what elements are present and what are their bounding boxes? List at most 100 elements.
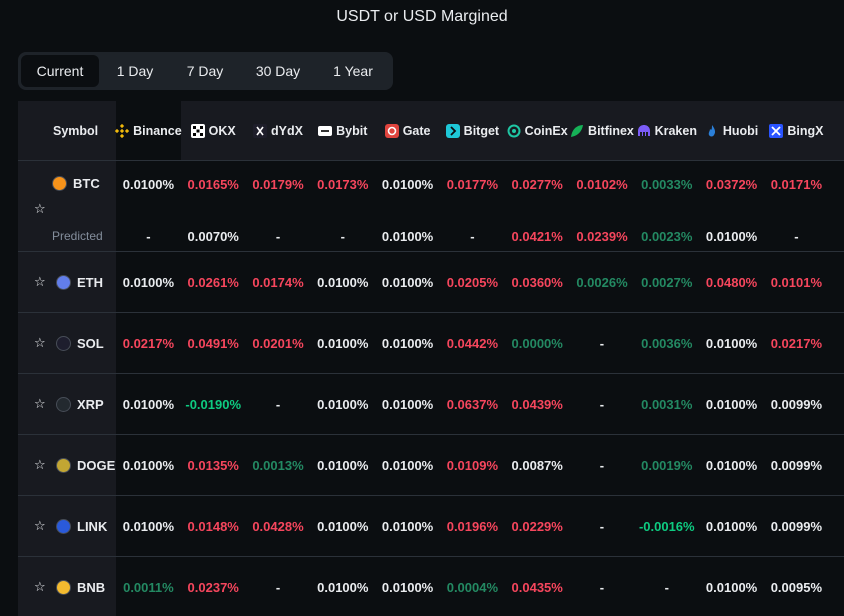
symbol-cell: BTC ☆ Predicted [18, 161, 116, 251]
funding-rate: 0.0439% [511, 396, 563, 412]
funding-rate: 0.0100% [705, 518, 758, 534]
exchange-label: OKX [208, 123, 236, 138]
rate-cell: 0.0237% [181, 557, 246, 616]
table-row[interactable]: ☆ DOGE 0.0100% 0.0135% 0.0013% 0.0100% 0.0100%… [18, 435, 844, 496]
exchange-header-kraken: Kraken [637, 124, 697, 138]
table-row[interactable]: ☆ ETH 0.0100% 0.0261% 0.0174% 0.0100% 0.0100% 0… [18, 252, 844, 313]
table-row[interactable]: ☆ LINK 0.0100% 0.0148% 0.0428% 0.0100% 0.0100%… [18, 496, 844, 557]
tab-current[interactable]: Current [21, 55, 99, 87]
funding-rate: 0.0135% [187, 457, 239, 473]
rate-cell: - [246, 374, 311, 434]
funding-rate: 0.0442% [446, 335, 499, 351]
tab-30-day[interactable]: 30 Day [255, 63, 301, 79]
rate-cell: 0.0196% [440, 496, 505, 556]
rate-cell: 0.0031% [634, 374, 699, 434]
bybit-icon [318, 125, 333, 136]
rate-cell: 0.0261% [181, 252, 246, 312]
symbol-cell: ☆ SOL [18, 313, 116, 373]
table-row[interactable]: ☆ BNB 0.0011% 0.0237% - 0.0100% 0.0100% 0.0004%… [18, 557, 844, 616]
dydx-icon [253, 123, 268, 138]
rate-cell: - [570, 374, 635, 434]
tab-7-day[interactable]: 7 Day [186, 63, 224, 79]
predicted-rate: 0.0070% [187, 229, 239, 244]
exchange-header-gate: Gate [384, 123, 430, 138]
funding-rate: 0.0435% [511, 579, 563, 595]
star-icon[interactable]: ☆ [34, 518, 46, 533]
exchange-label: Bybit [336, 123, 368, 138]
bitget-icon [445, 123, 460, 138]
funding-rate: 0.0100% [381, 579, 434, 595]
rate-cell: 0.0174% [246, 252, 311, 312]
symbol-label: BTC [73, 176, 100, 191]
exchange-label: dYdX [271, 123, 303, 138]
funding-rate: 0.0177% [446, 177, 499, 192]
funding-rate: 0.0100% [381, 177, 434, 192]
rate-cell: 0.0372% 0.0100% [699, 161, 764, 251]
table-header: Symbol Binance OKX dYdX Bybit Gate Bitge… [18, 101, 844, 161]
symbol-header[interactable]: Symbol [18, 101, 116, 160]
funding-rate: 0.0100% [381, 518, 434, 534]
predicted-rate: 0.0421% [511, 229, 563, 244]
coin-icon [56, 335, 71, 351]
funding-rate: 0.0165% [187, 177, 239, 192]
rate-cell: 0.0277% 0.0421% [505, 161, 570, 251]
predicted-label: Predicted [52, 229, 103, 243]
rate-cell: 0.0148% [181, 496, 246, 556]
funding-rate: 0.0100% [381, 396, 434, 412]
star-icon[interactable]: ☆ [34, 457, 46, 472]
rate-cell: -0.0016% [634, 496, 699, 556]
symbol-cell: ☆ DOGE [18, 435, 116, 495]
rate-cell: 0.0165% 0.0070% [181, 161, 246, 251]
star-icon[interactable]: ☆ [34, 579, 46, 594]
star-icon[interactable]: ☆ [34, 335, 46, 350]
rate-cell: 0.0100% [310, 252, 375, 312]
table-row[interactable]: ☆ SOL 0.0217% 0.0491% 0.0201% 0.0100% 0.0100% 0… [18, 313, 844, 374]
table-row[interactable]: ☆ XRP 0.0100% -0.0190% - 0.0100% 0.0100% 0.0637… [18, 374, 844, 435]
symbol-label: SOL [77, 335, 104, 351]
exchange-label: BingX [787, 123, 824, 138]
rate-cell: - [570, 435, 635, 495]
rate-cell: 0.0135% [181, 435, 246, 495]
funding-rate: 0.0229% [511, 518, 563, 534]
exchange-header-okx: OKX [190, 123, 236, 138]
tab-1-day[interactable]: 1 Day [116, 63, 154, 79]
funding-rate: - [599, 518, 605, 534]
symbol-label: ETH [77, 274, 103, 290]
rate-cell: 0.0000% [505, 313, 570, 373]
rate-cell: 0.0100% [116, 252, 181, 312]
kraken-icon [637, 124, 650, 136]
coin-icon [52, 176, 67, 191]
rate-cell: 0.0173% - [310, 161, 375, 251]
funding-rate: - [599, 457, 605, 473]
rate-cell: - [570, 313, 635, 373]
funding-rate: 0.0205% [446, 274, 499, 290]
predicted-rate: - [794, 229, 799, 244]
star-icon[interactable]: ☆ [34, 201, 46, 216]
funding-rate: 0.0013% [252, 457, 304, 473]
predicted-rate: 0.0023% [641, 229, 693, 244]
funding-rate: 0.0100% [122, 457, 175, 473]
exchange-header-dydx: dYdX [253, 123, 303, 138]
funding-rate: 0.0491% [187, 335, 239, 351]
table-row[interactable]: BTC ☆ Predicted 0.0100% - 0.0165% 0.0070% 0.017… [18, 161, 844, 252]
funding-rate: 0.0031% [641, 396, 693, 412]
rate-cell: 0.0100% [699, 496, 764, 556]
predicted-rate: - [340, 229, 345, 244]
funding-rate: 0.0217% [122, 335, 175, 351]
coin-icon [56, 274, 71, 290]
exchange-header-bitfinex: Bitfinex [570, 124, 634, 138]
funding-rate: 0.0036% [641, 335, 693, 351]
rate-cell: 0.0100% [699, 374, 764, 434]
funding-rate: 0.0261% [187, 274, 239, 290]
funding-rate: 0.0100% [381, 274, 434, 290]
rate-cell: 0.0428% [246, 496, 311, 556]
rate-cell: 0.0004% [440, 557, 505, 616]
funding-rate: 0.0100% [122, 396, 175, 412]
rate-cell: 0.0100% [375, 435, 440, 495]
rate-cell: 0.0019% [634, 435, 699, 495]
funding-rate: 0.0217% [770, 335, 823, 351]
rate-cell: 0.0102% 0.0239% [570, 161, 635, 251]
star-icon[interactable]: ☆ [34, 396, 46, 411]
star-icon[interactable]: ☆ [34, 274, 46, 289]
tab-1-year[interactable]: 1 Year [333, 63, 373, 79]
